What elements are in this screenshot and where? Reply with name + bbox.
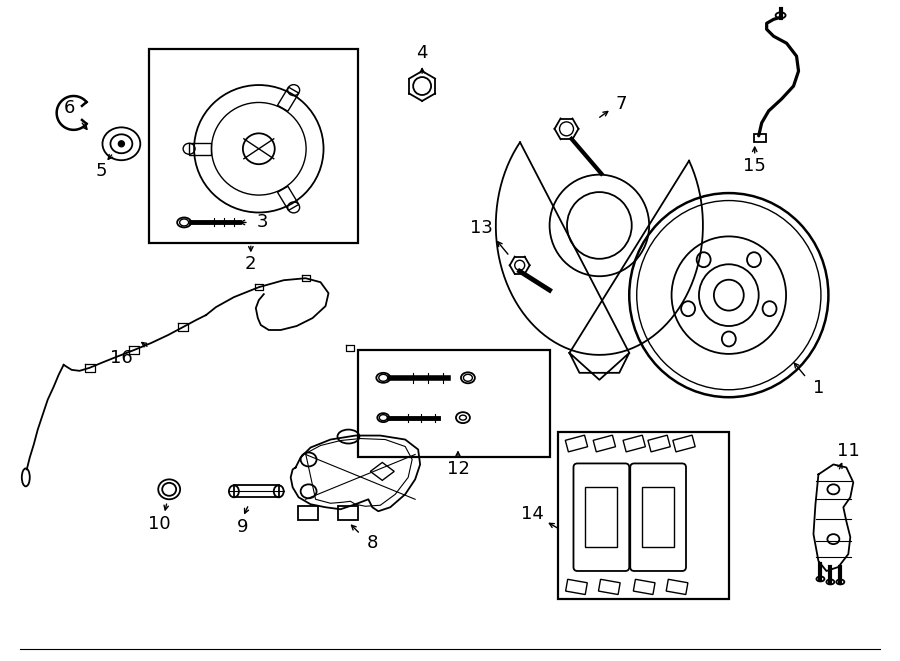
Bar xyxy=(666,579,688,594)
Text: 14: 14 xyxy=(521,505,544,524)
Bar xyxy=(673,435,695,452)
Text: 2: 2 xyxy=(245,255,256,273)
Bar xyxy=(598,579,620,594)
Bar xyxy=(565,579,588,594)
Circle shape xyxy=(119,141,124,147)
Text: 1: 1 xyxy=(813,379,824,397)
Bar xyxy=(643,487,674,547)
Bar xyxy=(298,506,318,520)
Text: 10: 10 xyxy=(148,515,170,533)
Text: 11: 11 xyxy=(837,442,859,461)
Bar xyxy=(585,487,617,547)
Text: 3: 3 xyxy=(257,214,268,231)
Text: 5: 5 xyxy=(95,162,107,180)
Bar xyxy=(557,432,729,599)
Text: 16: 16 xyxy=(110,349,133,367)
Text: 9: 9 xyxy=(237,518,248,536)
Text: 12: 12 xyxy=(446,461,470,479)
Bar xyxy=(753,134,766,142)
Text: 13: 13 xyxy=(471,219,493,237)
Bar xyxy=(234,485,279,497)
Bar xyxy=(565,435,588,452)
Text: 6: 6 xyxy=(64,99,76,117)
Text: 15: 15 xyxy=(743,157,766,175)
Bar xyxy=(593,435,616,452)
Bar xyxy=(338,506,358,520)
Bar xyxy=(149,49,358,243)
Text: 8: 8 xyxy=(366,534,378,552)
Bar xyxy=(358,350,550,457)
Bar xyxy=(648,435,670,452)
Bar xyxy=(623,435,645,452)
Bar xyxy=(634,579,655,594)
Text: 7: 7 xyxy=(616,95,627,113)
Text: 4: 4 xyxy=(417,44,428,62)
